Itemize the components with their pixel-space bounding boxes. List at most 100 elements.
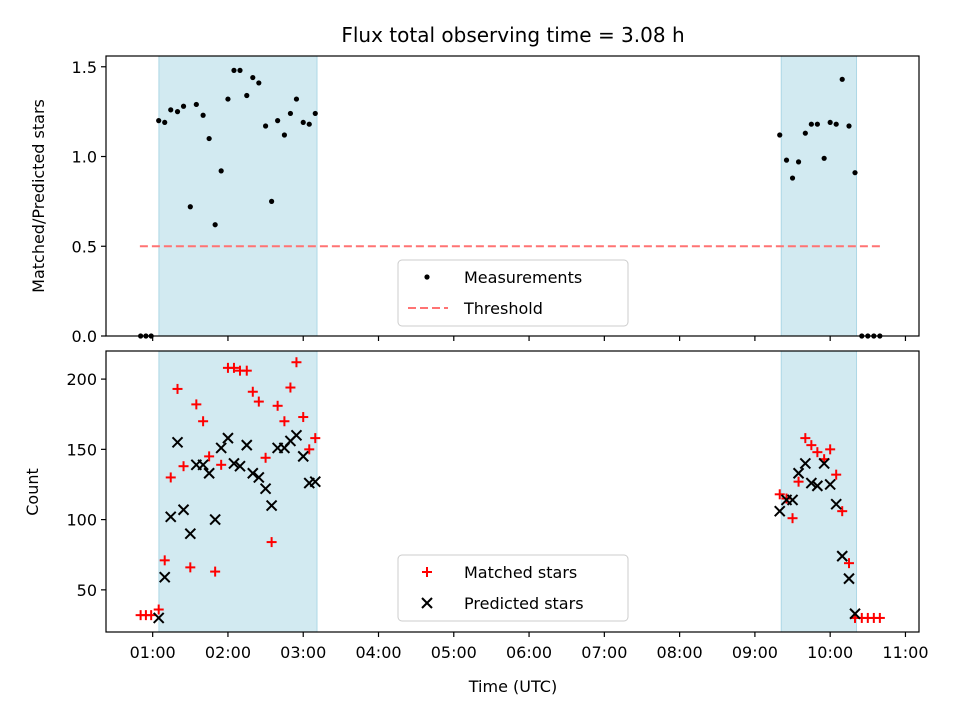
measurement-point bbox=[206, 135, 212, 142]
matched-star-point bbox=[153, 604, 164, 615]
matched-star-point bbox=[843, 558, 854, 569]
x-stroke-b bbox=[805, 477, 818, 489]
matched-star-point bbox=[204, 451, 215, 462]
predicted-star-point bbox=[792, 467, 805, 479]
x-tick: 07:00 bbox=[581, 632, 627, 662]
x-stroke-b bbox=[165, 511, 177, 523]
y-tick-label: 200 bbox=[66, 370, 97, 389]
predicted-star-point bbox=[171, 436, 184, 449]
matched-star-point bbox=[216, 459, 227, 470]
measurement-point bbox=[281, 132, 288, 138]
matched-star-point bbox=[198, 416, 209, 427]
predicted-star-point bbox=[215, 442, 227, 454]
measurement-point bbox=[808, 121, 814, 127]
matched-star-point bbox=[185, 562, 196, 573]
x-stroke-b bbox=[843, 572, 855, 585]
x-stroke-b bbox=[203, 467, 215, 479]
measurement-point bbox=[256, 80, 262, 86]
matched-star-point bbox=[253, 396, 264, 407]
legend-measurement-marker bbox=[424, 274, 430, 280]
legend-box bbox=[397, 554, 629, 622]
shaded-interval bbox=[158, 350, 318, 633]
predicted-star-point bbox=[247, 467, 259, 479]
x-stroke-b bbox=[830, 498, 842, 510]
measurement-point bbox=[833, 121, 839, 127]
matched-star-point bbox=[165, 472, 176, 483]
measurement-point bbox=[187, 204, 193, 210]
predicted-star-point bbox=[774, 505, 786, 517]
x-tick-label: 01:00 bbox=[130, 643, 176, 662]
matched-star-point bbox=[279, 416, 290, 427]
predicted-star-point bbox=[241, 439, 253, 451]
measurement-point bbox=[312, 110, 318, 117]
predicted-star-point bbox=[234, 460, 246, 472]
predicted-star-point bbox=[818, 457, 830, 470]
matched-star-point bbox=[272, 400, 283, 411]
x-tick: 11:00 bbox=[882, 632, 929, 662]
x-stroke-b bbox=[259, 482, 272, 495]
y-tick: 150 bbox=[66, 440, 106, 459]
measurement-point bbox=[174, 109, 181, 115]
x-tick: 03:00 bbox=[280, 632, 326, 662]
y-tick: 50 bbox=[77, 581, 106, 600]
predicted-star-point bbox=[253, 471, 265, 484]
predicted-star-point bbox=[799, 457, 812, 470]
matched-star-point bbox=[291, 357, 302, 368]
y-tick: 100 bbox=[66, 511, 106, 530]
x-tick-label: 03:00 bbox=[280, 643, 326, 662]
predicted-star-point bbox=[197, 459, 209, 471]
predicted-star-point bbox=[811, 480, 824, 492]
shaded-interval bbox=[780, 350, 858, 633]
matched-star-point bbox=[825, 444, 836, 455]
measurement-point bbox=[300, 119, 306, 126]
matched-star-point bbox=[228, 362, 239, 373]
matched-star-point bbox=[241, 365, 252, 376]
y-tick-label: 1.5 bbox=[72, 58, 97, 77]
measurement-point bbox=[200, 112, 206, 118]
x-stroke-b bbox=[786, 494, 799, 506]
measurement-point bbox=[225, 96, 231, 102]
matched-star-point bbox=[310, 433, 321, 444]
legend-label: Matched stars bbox=[464, 563, 577, 582]
matched-star-point bbox=[793, 476, 804, 487]
y-tick-label: 50 bbox=[77, 581, 97, 600]
x-stroke-b bbox=[774, 505, 786, 517]
measurement-point bbox=[275, 118, 281, 124]
y-tick: 0.0 bbox=[72, 327, 106, 346]
legend: Matched stars Predicted stars bbox=[397, 554, 629, 622]
x-stroke-b bbox=[799, 457, 812, 470]
x-stroke-b bbox=[849, 608, 861, 620]
measurement-point bbox=[180, 103, 187, 109]
x-stroke-b bbox=[824, 478, 836, 491]
predicted-star-point bbox=[265, 499, 278, 512]
matched-star-point bbox=[800, 433, 811, 444]
measurement-point bbox=[250, 74, 256, 81]
x-stroke-b bbox=[209, 513, 221, 526]
y-tick-label: 100 bbox=[66, 511, 97, 530]
matched-star-point bbox=[806, 440, 817, 451]
x-stroke-b bbox=[309, 475, 321, 488]
x-stroke-b bbox=[215, 442, 227, 454]
predicted-star-point bbox=[184, 527, 197, 540]
matched-star-point bbox=[298, 412, 309, 423]
x-stroke-b bbox=[228, 457, 240, 470]
measurement-point bbox=[839, 76, 845, 82]
predicted-star-point bbox=[165, 511, 177, 523]
axes-frame bbox=[105, 350, 920, 633]
predicted-star-point bbox=[836, 550, 848, 562]
predicted-star-point bbox=[843, 572, 855, 585]
y-tick-label: 150 bbox=[66, 440, 97, 459]
measurement-point bbox=[162, 119, 168, 126]
matched-star-point bbox=[837, 506, 848, 517]
x-stroke-b bbox=[792, 467, 805, 479]
x-stroke-b bbox=[253, 471, 265, 484]
x-tick-label: 11:00 bbox=[882, 643, 928, 662]
x-stroke-b bbox=[818, 457, 830, 470]
measurement-point bbox=[244, 92, 250, 99]
predicted-star-point bbox=[309, 475, 321, 488]
x-tick-label: 06:00 bbox=[506, 643, 552, 662]
predicted-star-point bbox=[177, 504, 190, 516]
x-stroke-b bbox=[177, 504, 190, 516]
x-tick: 01:00 bbox=[130, 632, 176, 662]
measurement-point bbox=[269, 198, 275, 204]
